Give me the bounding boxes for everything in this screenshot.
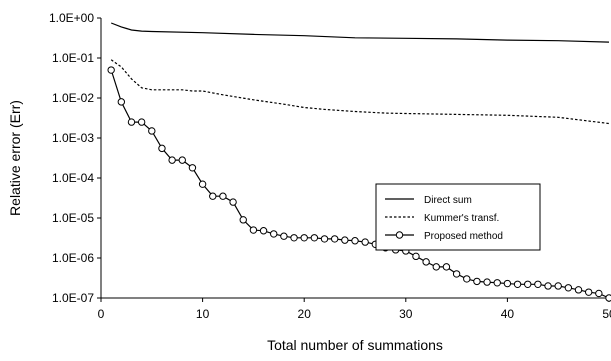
data-point-proposed-method	[483, 278, 491, 286]
data-point-proposed-method	[259, 227, 268, 235]
x-tick-label: 20	[298, 307, 312, 321]
legend-label-proposed-method: Proposed method	[424, 231, 503, 242]
data-point-proposed-method	[249, 226, 258, 234]
data-point-proposed-method	[584, 288, 593, 296]
data-point-proposed-method	[310, 234, 319, 242]
data-point-proposed-method	[463, 275, 471, 283]
x-tick-label: 50	[602, 307, 611, 321]
y-tick-label: 1.0E-05	[52, 211, 94, 225]
x-tick-label: 10	[196, 307, 210, 321]
y-tick-label: 1.0E-04	[52, 171, 94, 185]
data-point-proposed-method	[341, 236, 349, 244]
data-point-proposed-method	[219, 192, 227, 200]
data-point-proposed-method	[209, 192, 217, 200]
data-point-proposed-method	[452, 270, 461, 278]
data-point-proposed-method	[158, 144, 166, 153]
data-point-proposed-method	[320, 235, 329, 243]
legend-marker-proposed-method	[395, 231, 404, 239]
data-point-proposed-method	[330, 235, 339, 243]
data-point-proposed-method	[117, 98, 126, 106]
data-point-proposed-method	[137, 118, 146, 126]
y-tick-label: 1.0E-03	[52, 131, 94, 145]
x-axis-title: Total number of summations	[267, 337, 443, 353]
data-point-proposed-method	[198, 180, 207, 188]
data-point-proposed-method	[229, 198, 237, 206]
data-point-proposed-method	[493, 279, 501, 287]
legend-label-kummers-transf: Kummer's transf.	[424, 213, 499, 224]
y-axis-title: Relative error (Err)	[7, 100, 23, 216]
data-point-proposed-method	[188, 164, 197, 172]
data-point-proposed-method	[534, 280, 542, 289]
data-point-proposed-method	[351, 237, 359, 245]
data-point-proposed-method	[524, 280, 532, 289]
data-point-proposed-method	[503, 279, 512, 288]
y-tick-label: 1.0E-07	[52, 291, 94, 305]
data-point-proposed-method	[361, 238, 369, 246]
legend: Direct sum Kummer's transf. Proposed met…	[375, 183, 541, 251]
series-line-direct-sum	[110, 22, 610, 43]
series-line-kummer-s-transf	[110, 59, 610, 125]
data-point-proposed-method	[442, 263, 451, 271]
data-point-proposed-method	[300, 234, 308, 242]
y-axis-ticks: 1.0E+00 1.0E-01 1.0E-02 1.0E-03 1.0E-04 1.0E-…	[49, 11, 101, 305]
y-tick-label: 1.0E-06	[52, 251, 94, 265]
x-tick-label: 40	[501, 307, 515, 321]
legend-label-direct-sum: Direct sum	[424, 195, 472, 206]
data-point-proposed-method	[127, 118, 136, 126]
y-tick-label: 1.0E-02	[52, 91, 94, 105]
data-point-proposed-method	[554, 282, 562, 290]
data-point-proposed-method	[564, 284, 573, 292]
y-tick-label: 1.0E-01	[52, 51, 94, 65]
data-point-proposed-method	[168, 156, 176, 164]
data-point-proposed-method	[290, 234, 298, 242]
data-point-proposed-method	[605, 294, 611, 302]
data-point-proposed-method	[432, 263, 440, 271]
data-point-proposed-method	[239, 216, 247, 224]
data-point-proposed-method	[270, 230, 278, 238]
x-axis-ticks: 0 10 20 30 40 50	[98, 298, 611, 321]
data-point-proposed-method	[422, 258, 430, 266]
x-tick-label: 30	[399, 307, 413, 321]
data-point-proposed-method	[544, 282, 552, 290]
data-point-proposed-method	[412, 252, 420, 261]
data-point-proposed-method	[595, 289, 603, 298]
x-tick-label: 0	[98, 307, 105, 321]
data-point-proposed-method	[107, 66, 115, 74]
data-point-proposed-method	[473, 277, 481, 286]
data-point-proposed-method	[513, 280, 522, 289]
data-point-proposed-method	[280, 232, 288, 240]
data-point-proposed-method	[178, 156, 186, 164]
data-point-proposed-method	[148, 127, 156, 135]
y-tick-label: 1.0E+00	[49, 11, 94, 25]
data-point-proposed-method	[574, 286, 583, 294]
